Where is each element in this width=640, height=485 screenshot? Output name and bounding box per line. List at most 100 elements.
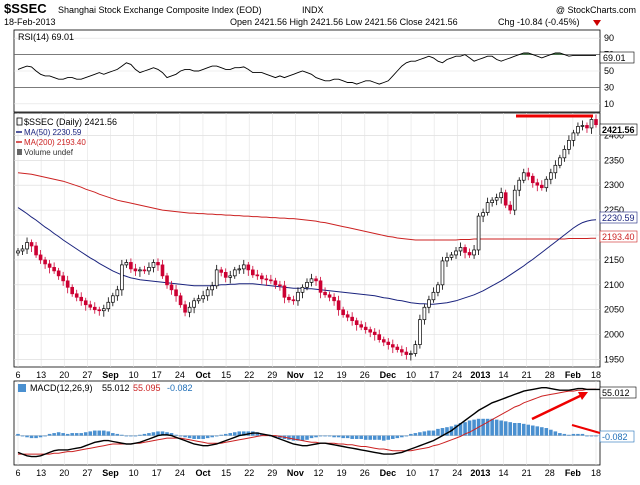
- macd-x-label: 13: [36, 468, 46, 478]
- macd-last-box: [599, 386, 637, 399]
- macd-histogram-bar: [490, 418, 494, 436]
- macd-histogram-bar: [526, 424, 531, 436]
- candle: [255, 274, 260, 277]
- candle: [535, 182, 540, 186]
- macd-histogram-bar: [20, 435, 25, 437]
- macd-histogram-bar: [133, 435, 138, 437]
- macd-histogram-bar: [391, 435, 395, 439]
- macd-x-label: 18: [591, 468, 601, 478]
- price-x-label: 17: [429, 370, 439, 380]
- candle: [278, 284, 282, 287]
- macd-histogram-bar: [585, 435, 589, 437]
- macd-histogram-bar: [350, 435, 354, 439]
- candle: [47, 263, 52, 268]
- macd-histogram-bar: [237, 431, 242, 436]
- candle: [133, 268, 138, 272]
- price-y-tick: 2400: [604, 130, 624, 140]
- candle: [160, 264, 165, 277]
- macd-histogram-bar: [79, 433, 84, 436]
- macd-histogram-bar: [422, 431, 427, 436]
- candle: [418, 319, 422, 345]
- candle: [201, 295, 205, 300]
- macd-histogram-bar: [43, 435, 47, 437]
- volume-legend-swatch: [17, 149, 22, 155]
- rsi-y-tick: 30: [604, 82, 614, 92]
- price-x-label: 19: [337, 370, 347, 380]
- candle: [558, 157, 562, 166]
- candle: [129, 262, 133, 270]
- chart-symbol: $SSEC: [4, 1, 47, 16]
- macd-histogram-bar: [74, 433, 79, 436]
- macd-histogram-bar: [178, 435, 183, 437]
- macd-histogram-bar: [88, 431, 93, 436]
- macd-histogram-bar: [52, 433, 56, 436]
- macd-legend-prefix: MACD(12,26,9): [30, 383, 93, 393]
- candle: [341, 309, 345, 316]
- candle: [183, 304, 187, 313]
- macd-histogram-bar: [521, 423, 526, 436]
- price-x-label: 24: [452, 370, 462, 380]
- macd-histogram-bar: [300, 435, 305, 441]
- candle: [485, 202, 490, 213]
- macd-histogram-bar: [70, 433, 74, 436]
- macd-histogram-bar: [463, 422, 467, 436]
- candle: [422, 306, 427, 321]
- candle: [517, 179, 522, 191]
- macd-histogram-bar: [29, 435, 34, 439]
- candle: [232, 269, 237, 277]
- macd-histogram-bar: [594, 435, 598, 437]
- macd-x-label: 21: [522, 468, 532, 478]
- macd-histogram-bar: [192, 435, 196, 439]
- volume-legend: Volume undef: [24, 148, 74, 157]
- macd-histogram-bar: [142, 433, 147, 436]
- macd-histogram-bar: [241, 431, 246, 436]
- candle: [359, 324, 363, 328]
- price-x-label: 29: [267, 370, 277, 380]
- macd-x-label: 19: [337, 468, 347, 478]
- macd-histogram-bar: [567, 434, 571, 436]
- price-x-label: Oct: [195, 370, 210, 380]
- price-y-tick: 2050: [604, 305, 624, 315]
- candle: [187, 306, 192, 313]
- macd-histogram-bar: [481, 418, 485, 436]
- macd-histogram-bar: [458, 423, 463, 436]
- price-x-label: 6: [15, 370, 20, 380]
- macd-histogram-bar: [47, 433, 52, 436]
- rsi-last-box: [599, 51, 635, 64]
- candle: [512, 189, 517, 211]
- candle: [165, 275, 169, 286]
- candle: [291, 299, 296, 302]
- candle: [16, 250, 20, 254]
- candle: [314, 278, 318, 282]
- macd-histogram-bar: [354, 435, 359, 439]
- price-x-label: 27: [82, 370, 92, 380]
- price-legend-icon: [16, 117, 23, 126]
- candle: [97, 309, 102, 312]
- macd-histogram-bar: [395, 435, 400, 439]
- candle: [169, 284, 174, 291]
- price-x-label: 10: [406, 370, 416, 380]
- macd-x-label: 26: [360, 468, 370, 478]
- macd-histogram-bar: [201, 435, 205, 439]
- macd-x-label: 15: [221, 468, 231, 478]
- macd-histogram-bar: [25, 435, 29, 438]
- candle: [327, 294, 332, 298]
- macd-histogram-bar: [530, 425, 535, 436]
- candle: [585, 125, 589, 129]
- candle: [196, 298, 201, 302]
- macd-histogram-bar: [97, 430, 102, 436]
- macd-histogram-bar: [115, 433, 120, 436]
- macd-histogram-bar: [544, 428, 549, 436]
- candle: [540, 184, 544, 189]
- price-y-tick: 1950: [604, 355, 624, 365]
- candle: [530, 175, 535, 184]
- candle: [205, 289, 210, 297]
- candle: [458, 247, 463, 252]
- candle: [445, 257, 449, 262]
- macd-histogram-bar: [445, 427, 449, 436]
- price-x-label: 24: [175, 370, 185, 380]
- macd-x-label: 28: [545, 468, 555, 478]
- candle: [481, 212, 485, 217]
- hist-last-box: [599, 430, 635, 443]
